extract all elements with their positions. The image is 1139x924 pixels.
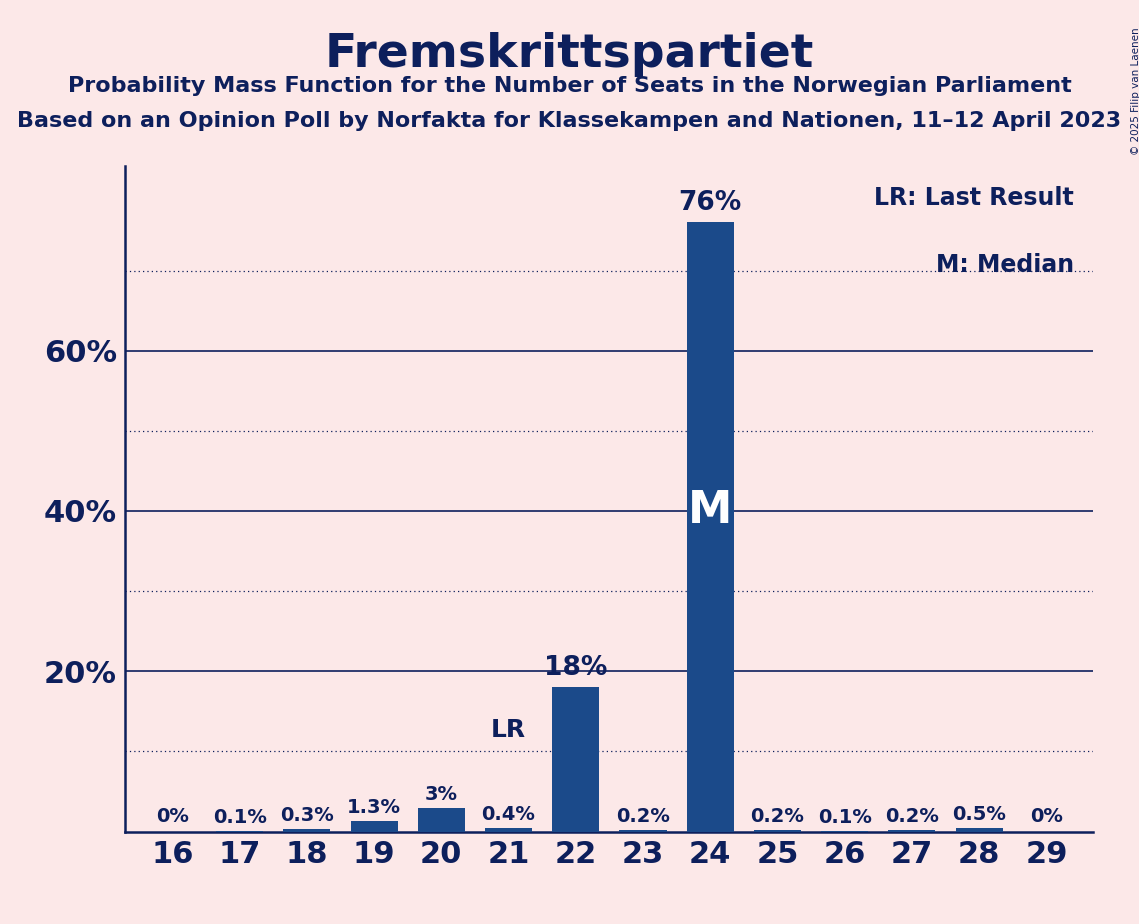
Text: LR: LR	[491, 718, 526, 742]
Text: 0%: 0%	[156, 807, 189, 826]
Text: 0.3%: 0.3%	[280, 806, 334, 825]
Text: LR: Last Result: LR: Last Result	[875, 187, 1074, 211]
Text: 18%: 18%	[544, 655, 607, 681]
Text: 0.2%: 0.2%	[885, 807, 939, 826]
Bar	[552, 687, 599, 832]
Bar	[888, 830, 935, 832]
Bar	[956, 828, 1002, 832]
Bar	[351, 821, 398, 832]
Text: 1.3%: 1.3%	[347, 798, 401, 817]
Text: © 2025 Filip van Laenen: © 2025 Filip van Laenen	[1131, 28, 1139, 155]
Bar	[485, 829, 532, 832]
Text: Based on an Opinion Poll by Norfakta for Klassekampen and Nationen, 11–12 April : Based on an Opinion Poll by Norfakta for…	[17, 111, 1122, 131]
Text: M: Median: M: Median	[936, 253, 1074, 277]
Text: 0.1%: 0.1%	[213, 808, 267, 827]
Text: 0.1%: 0.1%	[818, 808, 871, 827]
Text: 76%: 76%	[679, 190, 741, 216]
Text: M: M	[688, 490, 732, 532]
Text: 0%: 0%	[1030, 807, 1063, 826]
Text: Fremskrittspartiet: Fremskrittspartiet	[325, 32, 814, 78]
Bar	[687, 223, 734, 832]
Bar	[754, 830, 801, 832]
Text: 3%: 3%	[425, 784, 458, 804]
Bar	[418, 808, 465, 832]
Text: 0.5%: 0.5%	[952, 805, 1006, 823]
Bar	[284, 829, 330, 832]
Bar	[620, 830, 666, 832]
Text: 0.2%: 0.2%	[751, 807, 804, 826]
Text: Probability Mass Function for the Number of Seats in the Norwegian Parliament: Probability Mass Function for the Number…	[67, 76, 1072, 96]
Text: 0.2%: 0.2%	[616, 807, 670, 826]
Text: 0.4%: 0.4%	[482, 806, 535, 824]
